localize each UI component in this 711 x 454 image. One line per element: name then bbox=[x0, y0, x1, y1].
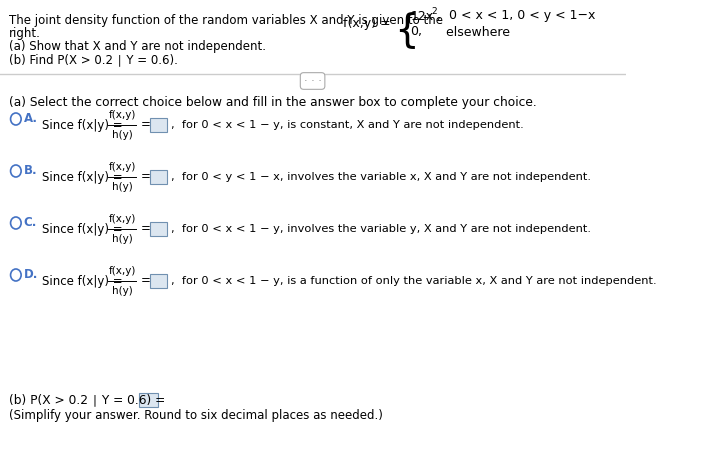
Text: ,  for 0 < y < 1 − x, involves the variable x, X and Y are not independent.: , for 0 < y < 1 − x, involves the variab… bbox=[171, 172, 591, 182]
Text: h(y): h(y) bbox=[112, 286, 133, 296]
Text: Since f(x|y) =: Since f(x|y) = bbox=[42, 172, 123, 184]
Text: h(y): h(y) bbox=[112, 182, 133, 192]
Text: =: = bbox=[141, 171, 151, 183]
Text: Since f(x|y) =: Since f(x|y) = bbox=[42, 223, 123, 237]
FancyBboxPatch shape bbox=[150, 118, 167, 132]
Text: ,  for 0 < x < 1 − y, is constant, X and Y are not independent.: , for 0 < x < 1 − y, is constant, X and … bbox=[171, 120, 523, 130]
Text: =: = bbox=[141, 222, 151, 236]
Text: Since f(x|y) =: Since f(x|y) = bbox=[42, 119, 123, 133]
Text: (a) Show that X and Y are not independent.: (a) Show that X and Y are not independen… bbox=[9, 40, 266, 53]
Text: right.: right. bbox=[9, 27, 41, 40]
Text: h(y): h(y) bbox=[112, 130, 133, 140]
Text: (a) Select the correct choice below and fill in the answer box to complete your : (a) Select the correct choice below and … bbox=[9, 96, 537, 109]
Text: ,  0 < x < 1, 0 < y < 1−x: , 0 < x < 1, 0 < y < 1−x bbox=[437, 10, 595, 23]
Text: ,  for 0 < x < 1 − y, is a function of only the variable x, X and Y are not inde: , for 0 < x < 1 − y, is a function of on… bbox=[171, 276, 656, 286]
Text: 12x: 12x bbox=[410, 10, 434, 23]
Text: f(x,y): f(x,y) bbox=[109, 214, 136, 224]
Text: (b) P(X > 0.2 ∣ Y = 0.6) =: (b) P(X > 0.2 ∣ Y = 0.6) = bbox=[9, 394, 165, 406]
Text: f(x,y): f(x,y) bbox=[109, 162, 136, 172]
FancyBboxPatch shape bbox=[150, 222, 167, 236]
Text: A.: A. bbox=[23, 113, 38, 125]
Text: =: = bbox=[141, 118, 151, 132]
Text: The joint density function of the random variables X and Y is given to the: The joint density function of the random… bbox=[9, 14, 443, 27]
Text: f(x,y): f(x,y) bbox=[109, 266, 136, 276]
FancyBboxPatch shape bbox=[150, 170, 167, 184]
FancyBboxPatch shape bbox=[150, 274, 167, 288]
Text: (Simplify your answer. Round to six decimal places as needed.): (Simplify your answer. Round to six deci… bbox=[9, 410, 383, 423]
Text: D.: D. bbox=[23, 268, 38, 281]
Text: {: { bbox=[395, 11, 419, 49]
Text: C.: C. bbox=[23, 217, 37, 230]
Text: elsewhere: elsewhere bbox=[429, 25, 510, 39]
Text: Since f(x|y) =: Since f(x|y) = bbox=[42, 276, 123, 288]
Text: ,  for 0 < x < 1 − y, involves the variable y, X and Y are not independent.: , for 0 < x < 1 − y, involves the variab… bbox=[171, 224, 591, 234]
FancyBboxPatch shape bbox=[139, 393, 159, 407]
Text: B.: B. bbox=[23, 164, 38, 178]
Text: 2: 2 bbox=[432, 8, 437, 16]
Text: h(y): h(y) bbox=[112, 234, 133, 244]
Text: (b) Find P(X > 0.2 ∣ Y = 0.6).: (b) Find P(X > 0.2 ∣ Y = 0.6). bbox=[9, 53, 178, 66]
Text: 0,: 0, bbox=[410, 25, 422, 39]
Text: =: = bbox=[141, 275, 151, 287]
Text: f(x,y) =: f(x,y) = bbox=[343, 18, 391, 30]
Text: · · ·: · · · bbox=[304, 76, 321, 86]
Text: f(x,y): f(x,y) bbox=[109, 110, 136, 120]
